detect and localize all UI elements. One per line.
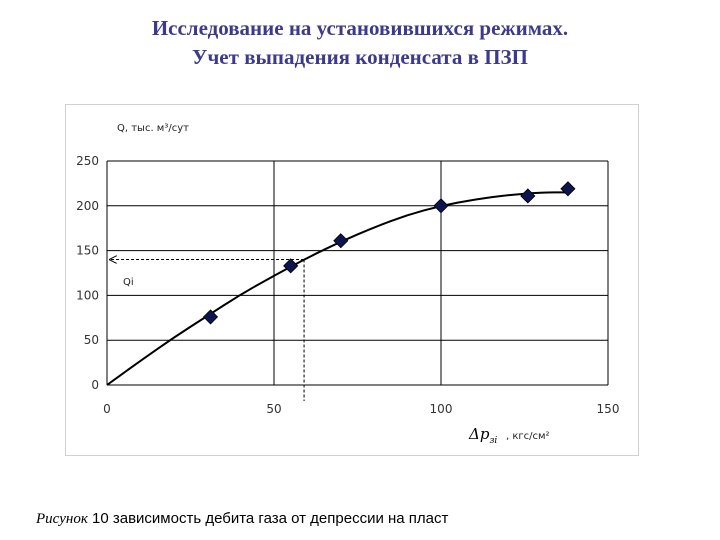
x-tick-label: 0 xyxy=(103,402,111,416)
y-tick-label: 0 xyxy=(91,378,99,392)
x-tick-label: 100 xyxy=(430,402,453,416)
data-point xyxy=(333,233,349,249)
chart: 0 50 100 150 200 250 0 50 100 150 Q, тыс. м³/сут Qi… xyxy=(76,123,620,446)
x-axis-unit: , кгс/см² xyxy=(506,431,550,442)
y-tick-label: 250 xyxy=(76,154,99,168)
trend-line xyxy=(106,191,568,386)
y-tick-label: 50 xyxy=(84,333,99,347)
x-axis-label: Δpзi xyxy=(468,425,497,446)
y-tick-label: 150 xyxy=(76,244,99,258)
data-point xyxy=(520,188,536,204)
caption-text: 10 зависимость дебита газа от депрессии … xyxy=(87,510,449,527)
x-tick-label: 50 xyxy=(266,402,281,416)
slide-title-line-2: Учет выпадения конденсата в ПЗП xyxy=(192,45,528,69)
annotation-qi: Qi xyxy=(123,277,134,288)
y-axis-label: Q, тыс. м³/сут xyxy=(117,123,189,134)
data-point xyxy=(560,181,576,197)
data-point xyxy=(433,198,449,214)
data-point xyxy=(283,258,299,274)
caption-word: Рисунок xyxy=(36,511,88,527)
chart-frame: 0 50 100 150 200 250 0 50 100 150 Q, тыс. м³/сут Qi… xyxy=(65,104,639,456)
slide-title: Исследование на установившихся режимах. … xyxy=(0,14,720,72)
slide-title-line-1: Исследование на установившихся режимах. xyxy=(151,16,569,40)
figure-caption: Рисунок 10 зависимость дебита газа от де… xyxy=(36,510,448,528)
y-tick-label: 100 xyxy=(76,288,99,302)
y-tick-label: 200 xyxy=(76,199,99,213)
x-tick-label: 150 xyxy=(597,402,620,416)
data-point xyxy=(202,309,219,325)
